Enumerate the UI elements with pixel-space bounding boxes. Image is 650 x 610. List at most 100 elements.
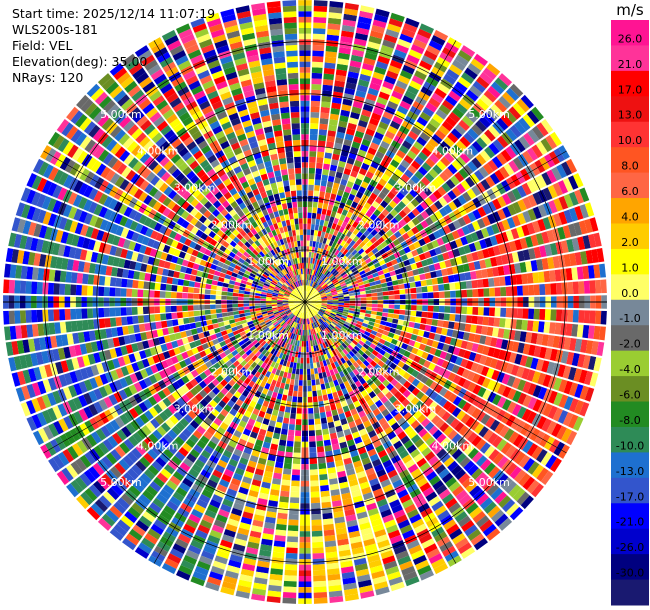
velocity-gate [334,249,340,256]
velocity-gate [408,276,415,283]
velocity-gate [226,296,233,300]
velocity-gate [334,283,341,288]
velocity-gate [283,389,289,396]
velocity-gate [351,201,359,209]
velocity-gate [475,364,485,375]
velocity-gate [389,59,403,70]
velocity-gate [320,274,326,280]
velocity-gate [317,457,326,464]
velocity-gate [385,130,396,140]
velocity-gate [193,305,200,311]
velocity-gate [492,198,502,210]
velocity-gate [348,246,355,254]
velocity-gate [412,38,427,50]
velocity-gate [450,290,456,298]
velocity-gate [512,434,524,447]
velocity-gate [347,285,354,290]
velocity-gate [388,308,395,314]
velocity-gate [320,417,327,424]
velocity-gate [452,396,462,406]
velocity-gate [352,100,364,109]
velocity-gate [404,17,420,28]
velocity-gate [324,192,331,199]
velocity-gate [307,279,309,286]
velocity-gate [448,201,458,211]
velocity-gate [441,182,451,193]
velocity-gate [387,125,398,135]
velocity-gate [297,391,303,398]
velocity-gate [322,315,328,321]
velocity-gate [432,312,439,320]
velocity-gate [294,441,301,448]
velocity-gate [574,400,585,415]
velocity-gate [387,23,402,33]
velocity-gate [424,397,434,407]
velocity-gate [471,140,484,153]
velocity-gate [109,287,116,297]
velocity-gate [403,350,411,358]
velocity-gate [316,313,322,319]
velocity-gate [187,311,195,317]
velocity-gate [470,58,485,71]
velocity-gate [426,353,434,362]
velocity-gate [375,332,383,338]
velocity-gate [398,218,407,227]
velocity-gate [511,251,520,263]
velocity-gate [428,233,437,242]
velocity-gate [424,142,436,153]
velocity-gate [364,286,371,291]
velocity-gate [283,462,292,470]
velocity-gate [260,303,266,306]
velocity-gate [458,246,466,256]
velocity-gate [306,246,310,252]
velocity-gate [372,187,381,196]
velocity-gate [348,193,356,201]
velocity-gate [492,394,502,406]
velocity-gate [338,299,345,301]
velocity-gate [350,321,357,326]
velocity-gate [390,186,400,196]
velocity-gate [539,245,547,258]
velocity-gate [305,285,308,291]
velocity-gate [418,357,426,366]
velocity-gate [531,446,543,460]
velocity-gate [87,319,95,330]
velocity-gate [552,182,563,197]
velocity-gate [407,179,417,189]
velocity-gate [491,81,505,95]
velocity-gate [401,254,409,261]
velocity-gate [457,377,467,387]
velocity-gate [291,401,297,408]
velocity-gate [408,321,415,328]
velocity-gate [359,73,371,82]
velocity-gate [397,319,404,326]
velocity-gate [317,390,322,397]
velocity-gate [407,130,419,141]
velocity-gate [415,223,424,232]
velocity-gate [452,374,462,385]
velocity-gate [360,273,367,279]
velocity-gate [335,265,342,272]
velocity-gate [306,274,309,280]
velocity-gate [306,291,309,297]
velocity-gate [421,244,429,253]
velocity-gate [367,274,374,280]
velocity-gate [335,171,343,179]
velocity-gate [490,257,498,267]
velocity-gate [311,252,314,258]
velocity-gate [321,496,331,503]
velocity-gate [348,65,361,74]
velocity-gate [327,175,335,183]
velocity-gate [321,295,327,299]
velocity-gate [193,287,200,294]
velocity-gate [310,117,319,124]
velocity-gate [305,274,308,280]
velocity-gate [387,313,394,318]
velocity-gate [294,379,299,386]
velocity-gate [154,306,160,314]
velocity-gate [382,111,394,120]
velocity-gate [312,357,316,363]
velocity-gate [347,287,354,292]
velocity-gate [422,127,434,138]
velocity-gate [383,304,389,309]
